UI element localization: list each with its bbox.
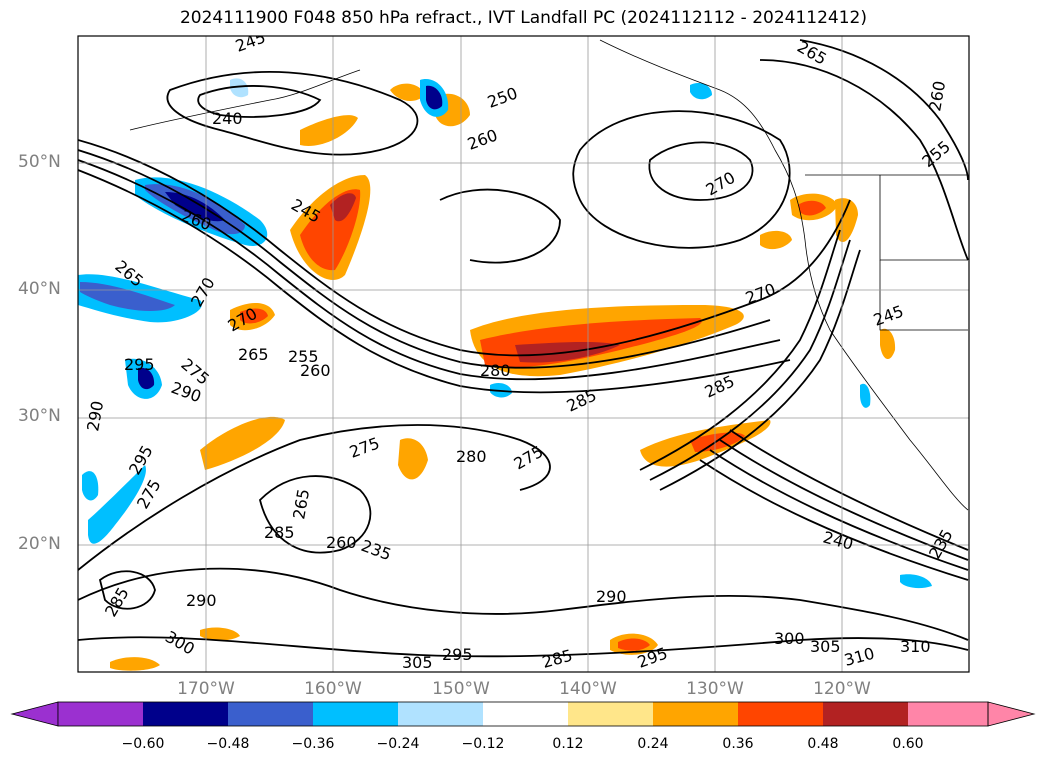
- latitude-label: 40°N: [18, 279, 61, 299]
- ivt-contours: [78, 39, 969, 658]
- contour-label: 290: [186, 591, 217, 610]
- contour-label: 300: [162, 627, 198, 659]
- negative-anomaly-shading: [78, 78, 932, 589]
- colorbar-segment: [398, 702, 483, 726]
- colorbar-tick-label: 0.48: [807, 736, 839, 752]
- colorbar-tick-label: −0.12: [461, 736, 505, 752]
- contour-label: 260: [465, 125, 500, 153]
- colorbar-segment: [738, 702, 823, 726]
- contour-label: 245: [233, 27, 268, 55]
- longitude-label: 160°W: [304, 679, 362, 699]
- colorbar-tick-label: 0.24: [637, 736, 669, 752]
- colorbar-segment: [228, 702, 313, 726]
- contour-label: 275: [347, 433, 382, 461]
- contour-label: 285: [101, 584, 133, 620]
- contour-label: 285: [540, 646, 574, 672]
- colorbar-segment: [313, 702, 398, 726]
- colorbar-tick-label: −0.24: [376, 736, 420, 752]
- colorbar-extend-left: [10, 701, 59, 727]
- map-title: 2024111900 F048 850 hPa refract., IVT La…: [179, 8, 867, 28]
- colorbar: [10, 701, 1036, 727]
- contour-label: 305: [810, 637, 841, 656]
- colorbar-segment: [58, 702, 143, 726]
- map-frame: [77, 35, 970, 673]
- contour-label: 275: [511, 442, 547, 474]
- colorbar-segment: [653, 702, 738, 726]
- contour-label: 260: [925, 79, 949, 112]
- contour-label: 285: [264, 523, 295, 542]
- latitude-label: 30°N: [18, 406, 61, 426]
- contour-label: 290: [596, 587, 627, 606]
- longitude-label: 120°W: [813, 679, 871, 699]
- longitude-label: 150°W: [432, 679, 490, 699]
- contour-label: 255: [918, 137, 954, 171]
- longitude-label: 170°W: [177, 679, 235, 699]
- contour-label: 240: [821, 528, 855, 554]
- longitude-label: 140°W: [559, 679, 617, 699]
- contour-label: 305: [402, 653, 433, 672]
- contour-label: 260: [300, 361, 331, 380]
- contour-label: 310: [842, 644, 876, 670]
- contour-label: 295: [124, 355, 155, 374]
- contour-label: 295: [442, 645, 473, 664]
- colorbar-extend-right: [987, 701, 1036, 727]
- colorbar-tick-label: −0.36: [291, 736, 335, 752]
- colorbar-tick-label: 0.36: [722, 736, 754, 752]
- colorbar-segment: [823, 702, 908, 726]
- map-gridlines: [78, 36, 969, 672]
- contour-label: 280: [456, 447, 487, 466]
- colorbar-tick-label: −0.48: [206, 736, 250, 752]
- longitude-label: 130°W: [686, 679, 744, 699]
- contour-label: 265: [238, 345, 269, 364]
- latitude-label: 50°N: [18, 152, 61, 172]
- contour-label: 245: [871, 301, 906, 329]
- contour-label: 255: [288, 347, 319, 366]
- contour-label: 270: [743, 279, 778, 307]
- colorbar-tick-label: 0.12: [552, 736, 584, 752]
- contour-label: 300: [774, 629, 805, 648]
- contour-label: 235: [359, 536, 394, 564]
- colorbar-segment: [908, 702, 988, 726]
- colorbar-segment: [483, 702, 568, 726]
- contour-label: 250: [485, 83, 520, 111]
- coastlines: [129, 39, 969, 511]
- contour-label: 240: [212, 109, 243, 128]
- contour-label: 260: [326, 533, 357, 552]
- contour-label: 295: [125, 442, 157, 478]
- contour-label: 280: [480, 361, 511, 380]
- colorbar-frame: [57, 701, 989, 727]
- colorbar-tick-label: 0.60: [892, 736, 924, 752]
- contour-label: 290: [83, 399, 107, 432]
- positive-anomaly-shading: [110, 83, 896, 671]
- colorbar-segment: [568, 702, 653, 726]
- colorbar-segment: [143, 702, 228, 726]
- contour-label: 310: [900, 637, 931, 656]
- contour-label: 265: [289, 487, 313, 520]
- colorbar-tick-label: −0.60: [121, 736, 165, 752]
- latitude-label: 20°N: [18, 534, 61, 554]
